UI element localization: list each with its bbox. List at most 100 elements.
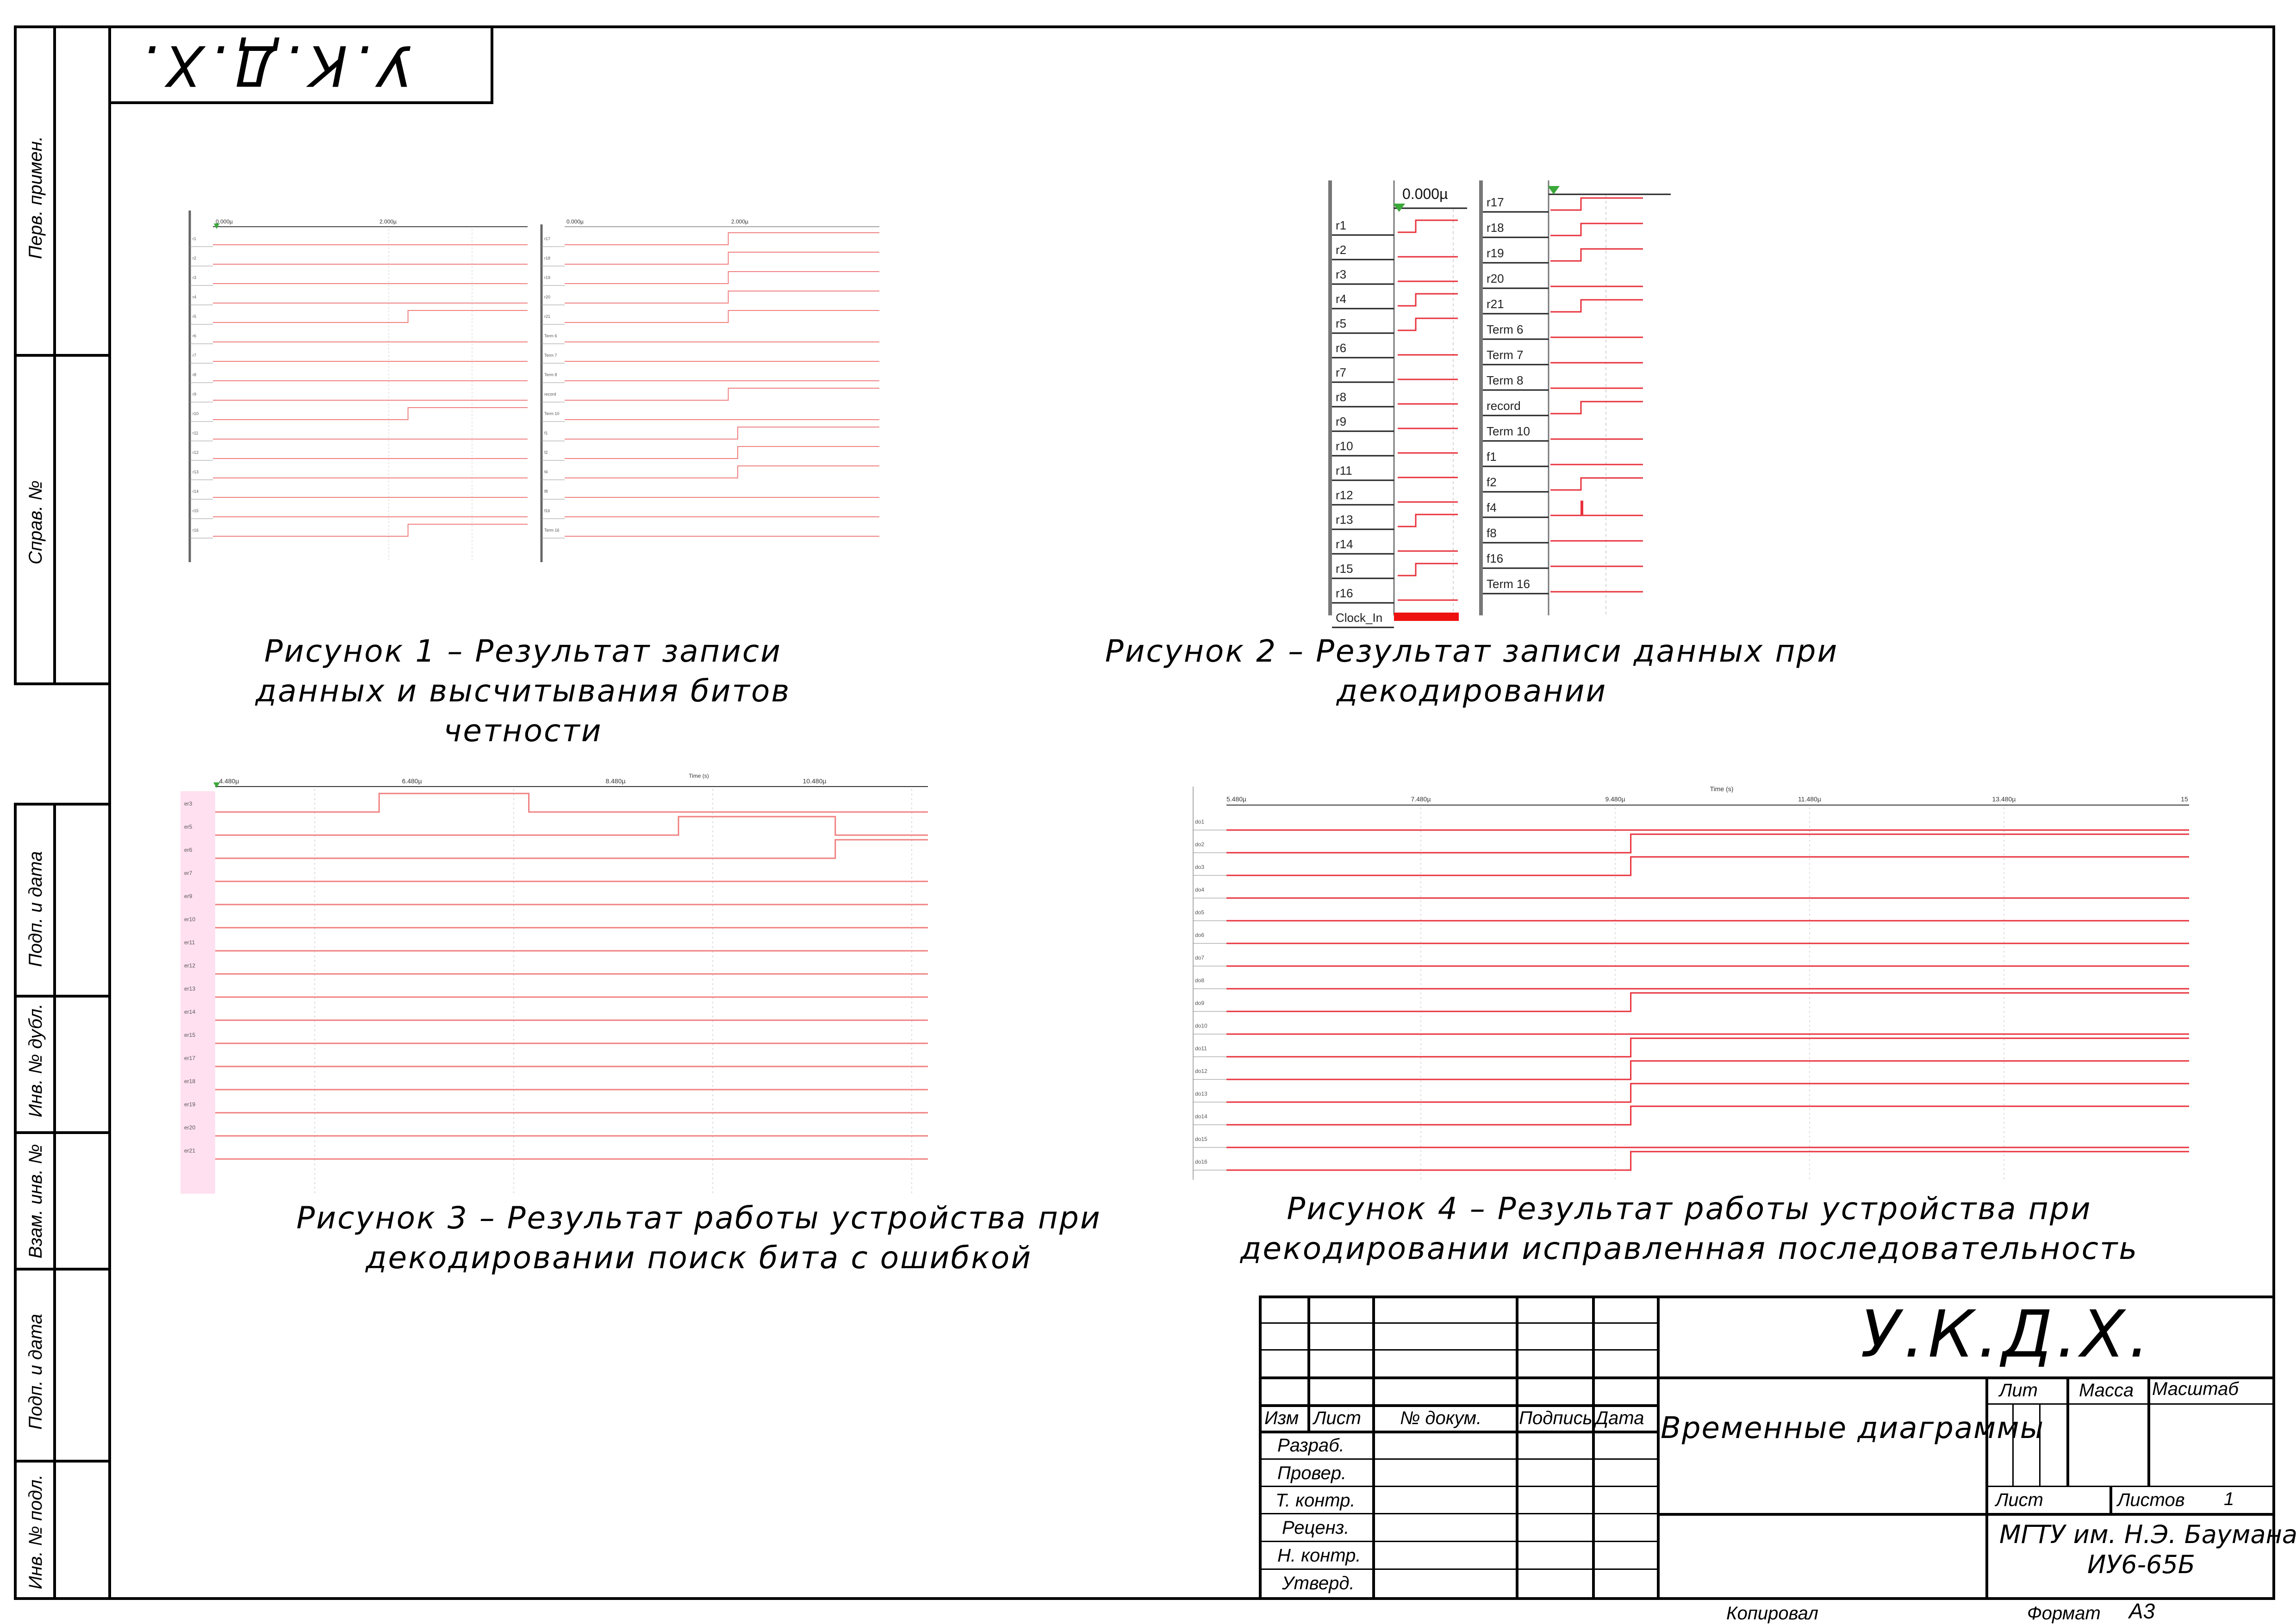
tb-row-prover: Провер.	[1277, 1463, 1347, 1483]
fig3-label-er12: er12	[184, 962, 195, 969]
fig1-right-label-r18: r18	[544, 256, 550, 260]
fig2-right-label-Term-16: Term 16	[1487, 577, 1530, 591]
fig2-right-label-Term-8: Term 8	[1487, 373, 1523, 387]
figure-1-caption: Рисунок 1 – Результат записи данных и вы…	[255, 633, 791, 749]
fig4-label-do1: do1	[1195, 818, 1204, 825]
fig2-right-marker	[1548, 186, 1560, 194]
corner-stamp-text: У.К.Д.Х.	[135, 33, 412, 97]
fig3-label-er20: er20	[184, 1124, 195, 1131]
fig4-wave-do13	[1226, 1083, 2189, 1103]
fig4-tick-2: 9.480µ	[1605, 795, 1625, 803]
fig3-label-er17: er17	[184, 1055, 195, 1061]
fig3-label-bg	[180, 791, 215, 1194]
fig2-right-label-record: record	[1487, 399, 1521, 413]
fig1-left-label-r6: r6	[193, 334, 196, 338]
figure-2-caption: Рисунок 2 – Результат записи данных при …	[1105, 633, 1839, 709]
fig1-left-wave-r16	[213, 524, 528, 537]
fig2-left-label-r5: r5	[1336, 316, 1346, 330]
frame-left-outer-2	[14, 803, 17, 1600]
fig2-left-label-r8: r8	[1336, 390, 1346, 404]
fig1-right-label-r21: r21	[544, 314, 550, 319]
fig4-label-do2: do2	[1195, 841, 1204, 848]
fig2-right-label-r18: r18	[1487, 221, 1504, 235]
fig1-right-wave-r19	[565, 271, 879, 284]
fig1-left-label-r15: r15	[193, 508, 199, 513]
fig1-right-label-Term-16: Term 16	[544, 528, 560, 533]
figure-1-waveforms: 0.000µ 2.000µ r1 r2 r3 r4 r5 r6 r7 r8 r9 r10 r11 r12 r…	[188, 211, 879, 562]
tb-col-list: Лист	[1313, 1408, 1361, 1428]
fig1-right-label-f4: f4	[544, 470, 548, 474]
fig4-label-do9: do9	[1195, 1000, 1204, 1006]
fig2-left-label-r2: r2	[1336, 243, 1346, 257]
tb-row-5	[1259, 1431, 1657, 1433]
fig3-label-er18: er18	[184, 1078, 195, 1085]
tb-listov: Листов	[2117, 1490, 2185, 1510]
fig4-wave-do3	[1226, 856, 2189, 876]
fig2-left-wave-r13	[1398, 514, 1458, 527]
fig1-tick-0: 0.000µ	[216, 218, 233, 225]
tb-row-recenz: Реценз.	[1282, 1518, 1350, 1538]
fig2-left-wave-r1	[1398, 219, 1458, 233]
tb-row-utverd: Утверд.	[1282, 1573, 1355, 1593]
fig4-label-do13: do13	[1195, 1091, 1207, 1097]
fig4-label-do12: do12	[1195, 1068, 1207, 1074]
format-label: Формат	[2027, 1603, 2101, 1624]
frame-top	[109, 25, 2275, 28]
side-div-4	[14, 995, 111, 998]
tb-row-10	[1259, 1568, 1657, 1570]
fig2-right-label-Term-6: Term 6	[1487, 322, 1523, 336]
tb-r-h1	[1657, 1376, 2275, 1379]
fig2-right-label-f16: f16	[1487, 552, 1503, 565]
fig3-label-er7: er7	[184, 870, 193, 876]
tb-row-1	[1259, 1322, 1657, 1324]
tb-designation: У.К.Д.Х.	[1860, 1297, 2153, 1372]
side-label-inv-no-dubl: Инв. № дубл.	[25, 1004, 46, 1117]
tb-col-4	[1592, 1295, 1595, 1600]
fig4-tick-4: 13.480µ	[1992, 795, 2016, 803]
figure-4-waveforms: Time (s) 5.480µ 7.480µ 9.480µ 11.480µ 13.480µ…	[1193, 785, 2189, 1180]
fig3-label-er6: er6	[184, 847, 193, 853]
fig3-tick-1: 6.480µ	[402, 777, 422, 785]
tb-r-v4	[2109, 1486, 2112, 1513]
tb-doc-title: Временные диаграммы	[1661, 1411, 2045, 1445]
fig2-right-wave-r18	[1550, 223, 1643, 236]
tb-col-2	[1372, 1295, 1375, 1600]
fig1-right-label-f2: f2	[544, 450, 548, 455]
fig1-left-label-r9: r9	[193, 392, 196, 397]
tb-col-izm: Изм	[1264, 1408, 1299, 1428]
tb-r-h2	[1657, 1513, 2275, 1516]
tb-r-v3	[2147, 1376, 2150, 1486]
fig2-right-wave-f2	[1550, 477, 1643, 491]
frame-bottom	[14, 1597, 2275, 1600]
fig2-left-label-r16: r16	[1336, 586, 1353, 600]
tb-col-data: Дата	[1595, 1408, 1644, 1428]
fig1-left-wave-r5	[213, 310, 528, 323]
fig2-left-label-r10: r10	[1336, 439, 1353, 453]
fig2-left-label-r14: r14	[1336, 537, 1353, 551]
fig4-label-do14: do14	[1195, 1113, 1207, 1120]
fig2-right-wave-r19	[1550, 248, 1643, 262]
figure-3-panel: Time (s) 4.480µ 6.480µ 8.480µ 10.480µ er3 er5 e…	[180, 770, 930, 1194]
fig4-wave-do11	[1226, 1037, 2189, 1058]
fig1-right-wave-f1	[565, 427, 879, 440]
tb-listov-value: 1	[2224, 1489, 2234, 1509]
tb-row-nkontr: Н. контр.	[1277, 1545, 1361, 1566]
fig2-right-label-r19: r19	[1487, 246, 1504, 260]
fig3-tick-0: 4.480µ	[219, 777, 239, 785]
fig3-label-er5: er5	[184, 824, 193, 830]
fig4-wave-do16	[1226, 1151, 2189, 1171]
tb-row-tkontr: Т. контр.	[1276, 1490, 1356, 1511]
figure-3-caption: Рисунок 3 – Результат работы устройства …	[296, 1200, 1101, 1276]
fig3-label-er15: er15	[184, 1032, 195, 1038]
side-div-3	[14, 803, 111, 806]
fig4-wave-do9	[1226, 992, 2189, 1012]
fig1-right-wave-r18	[565, 252, 879, 265]
side-label-podp-data-2: Подп. и дата	[25, 1314, 46, 1430]
fig2-left-label-r6: r6	[1336, 341, 1346, 355]
tb-r-h4	[1985, 1486, 2275, 1487]
fig2-left-label-r15: r15	[1336, 562, 1353, 576]
fig4-wave-do2	[1226, 833, 2189, 854]
fig1-right-label-r19: r19	[544, 275, 550, 280]
tb-masshtab: Масштаб	[2152, 1379, 2239, 1399]
fig3-axis-title: Time (s)	[689, 773, 709, 779]
